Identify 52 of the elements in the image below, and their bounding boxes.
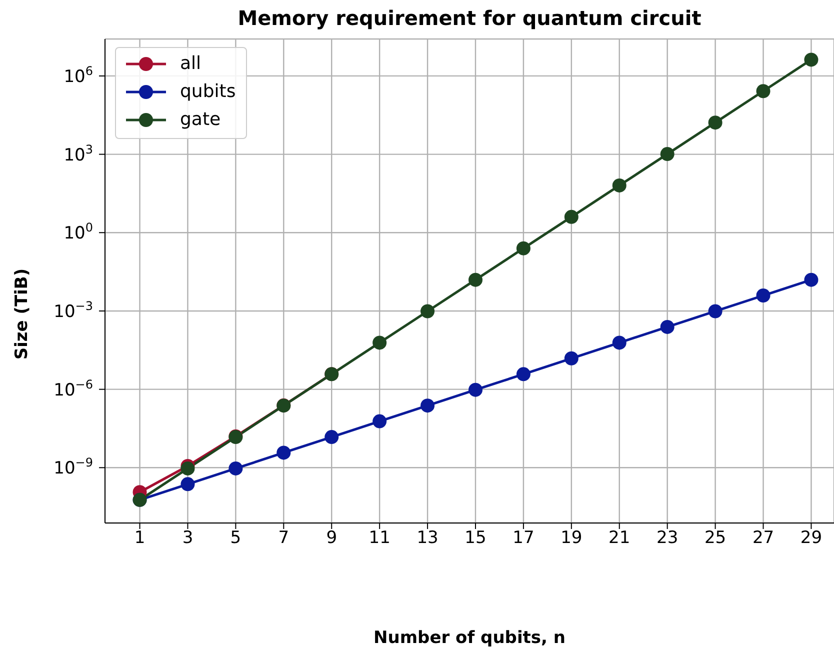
legend-label: gate [180,108,221,132]
point [612,178,626,192]
point [612,336,626,350]
point [756,288,770,303]
point [180,461,195,476]
point [420,304,435,318]
y-tick-label: 10$^{−9}$ [54,456,93,479]
y-axis-title: Size (TiB) [12,268,32,360]
point [564,351,578,366]
x-tick-label: 17 [512,528,534,548]
y-tick-label: 10$^{6}$ [64,64,93,87]
x-tick-label: 21 [608,528,630,548]
y-tick-label: 10$^{−3}$ [54,298,93,322]
x-axis-title: Number of qubits, n [372,628,567,648]
legend-label: qubits [180,80,236,104]
point [660,147,674,162]
x-tick-label: 3 [182,528,194,548]
point [708,304,722,318]
point [804,52,818,67]
x-tick-label: 5 [230,528,242,548]
point [756,84,770,98]
point [420,398,435,413]
x-tick-label: 25 [704,528,726,548]
point [516,367,530,382]
point [324,430,339,444]
point [276,446,291,460]
x-tick-label: 1 [134,528,146,548]
point [372,414,387,428]
y-tick-label: 10$^{3}$ [64,142,93,166]
x-tick-label: 13 [416,528,438,548]
point [564,210,578,224]
x-tick-label: 15 [464,528,486,548]
x-tick-label: 23 [656,528,678,548]
chart-title: Memory requirement for quantum circuit [236,6,702,30]
x-tick-label: 11 [368,528,390,548]
point [804,272,818,287]
point [468,382,482,397]
point [372,336,387,350]
point [180,477,195,492]
x-tick-label: 7 [278,528,290,548]
point [516,241,530,256]
y-tick-label: 10$^{−6}$ [54,377,93,400]
x-tick-label: 29 [800,528,822,548]
x-tick-label: 27 [752,528,774,548]
point [228,461,243,476]
point [708,116,722,130]
point [468,272,482,287]
y-tick-label: 10$^{0}$ [64,220,93,244]
point [660,320,674,334]
legend-label: all [180,52,202,76]
x-tick-label: 9 [326,528,338,548]
x-tick-label: 19 [560,528,582,548]
